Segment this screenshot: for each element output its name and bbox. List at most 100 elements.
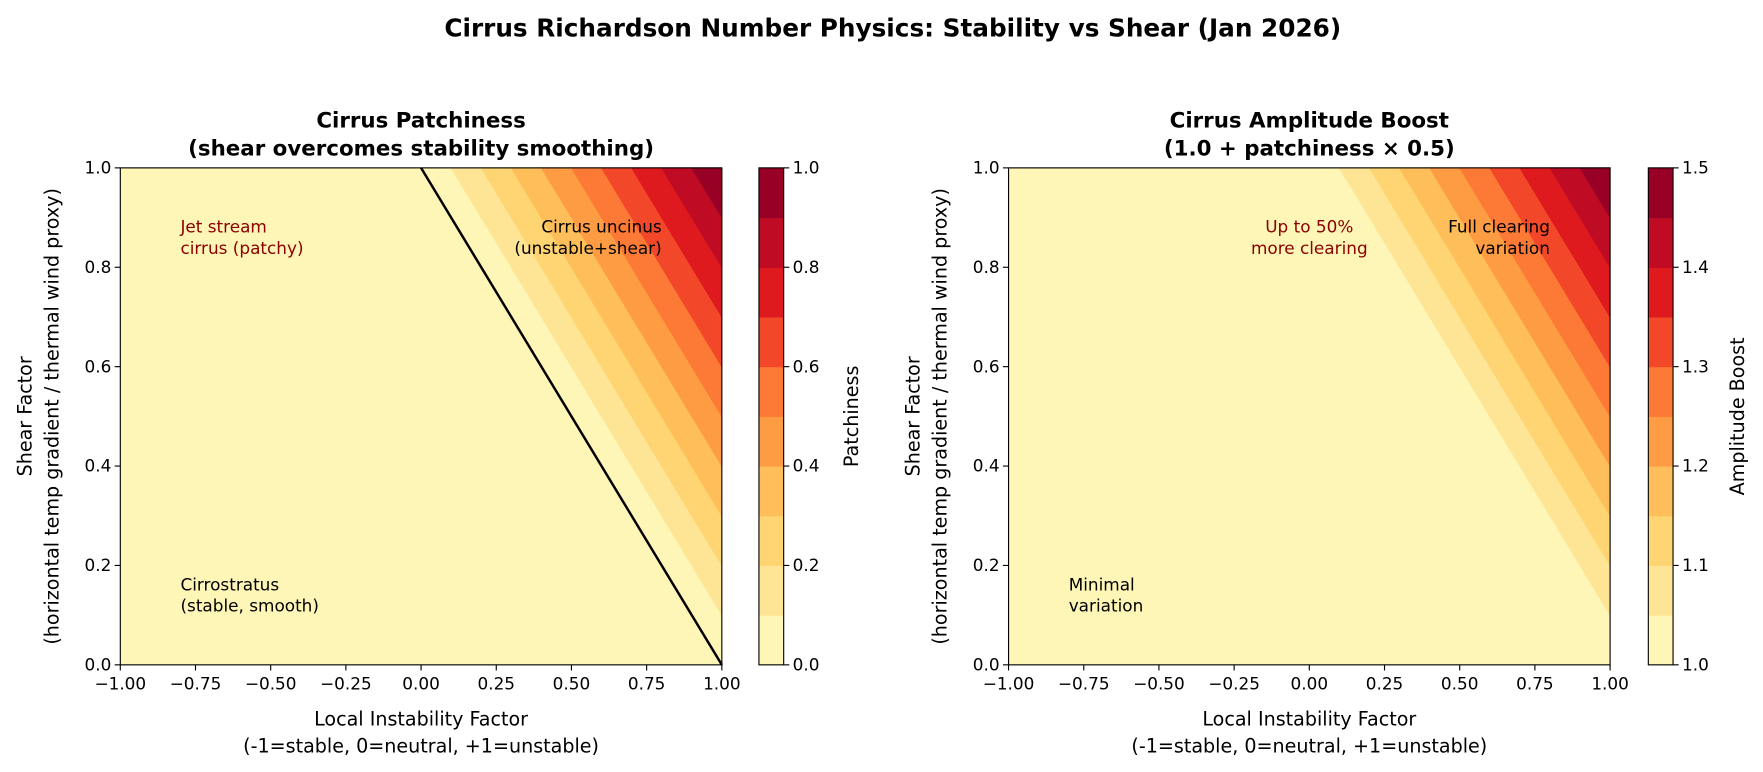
colorbar-band xyxy=(758,366,784,417)
y-tick-label: 0.8 xyxy=(973,257,1000,277)
x-tick-label: 0.75 xyxy=(628,674,666,694)
colorbar-band xyxy=(758,565,784,616)
x-tick-label: −0.75 xyxy=(1058,674,1110,694)
colorbar-tick-label: 1.0 xyxy=(793,157,820,177)
panel-title-line: Cirrus Amplitude Boost xyxy=(1170,108,1449,133)
x-tick-label: 0.25 xyxy=(477,674,515,694)
colorbar-band xyxy=(758,267,784,318)
x-axis-label: Local Instability Factor (-1=stable, 0=ne… xyxy=(1131,708,1487,758)
y-tick-label: 0.6 xyxy=(973,356,1000,376)
colorbar-band xyxy=(758,167,784,219)
annotation: Up to 50% more clearing xyxy=(1251,216,1368,257)
colorbar-label: Amplitude Boost xyxy=(1726,337,1749,495)
y-tick-label: 0.2 xyxy=(973,555,1000,575)
colorbar-band xyxy=(1648,466,1674,517)
y-tick-label: 1.0 xyxy=(973,157,1000,177)
annotation-line: Full clearing xyxy=(1448,216,1550,236)
colorbar-band xyxy=(1648,366,1674,417)
annotation: Cirrostratus (stable, smooth) xyxy=(180,574,319,615)
x-tick-label: 0.00 xyxy=(1291,674,1329,694)
x-tick-label: 0.00 xyxy=(402,674,440,694)
annotation-line: cirrus (patchy) xyxy=(180,238,303,258)
annotation: Full clearing variation xyxy=(1448,216,1550,257)
colorbar-label: Patchiness xyxy=(840,366,863,468)
x-axis-label-line: Local Instability Factor xyxy=(1202,708,1416,731)
y-tick-label: 0.8 xyxy=(84,257,111,277)
colorbar-tick-label: 1.2 xyxy=(1682,456,1709,476)
colorbar-band xyxy=(758,217,784,268)
y-axis-label-line: (horizontal temp gradient / thermal wind… xyxy=(40,188,63,645)
colorbar-tick-label: 0.4 xyxy=(793,456,820,476)
annotation-line: variation xyxy=(1069,596,1144,616)
colorbar-band xyxy=(1648,565,1674,616)
x-tick-label: 0.50 xyxy=(1441,674,1479,694)
colorbar-tick-label: 0.6 xyxy=(793,356,820,376)
x-axis-label-line: Local Instability Factor xyxy=(314,708,528,731)
annotation: Cirrus uncinus (unstable+shear) xyxy=(514,216,661,257)
colorbar-band xyxy=(758,615,784,666)
colorbar-band xyxy=(1648,267,1674,318)
panel-title: Cirrus Patchiness (shear overcomes stabil… xyxy=(188,108,654,161)
annotation-line: variation xyxy=(1475,238,1550,258)
colorbar-band xyxy=(1648,316,1674,368)
annotation-line: more clearing xyxy=(1251,238,1368,258)
y-tick-label: 0.2 xyxy=(84,555,111,575)
colorbar-tick-label: 1.1 xyxy=(1682,555,1709,575)
colorbar-band xyxy=(758,316,784,368)
colorbar-band xyxy=(758,466,784,517)
x-tick-label: −0.75 xyxy=(170,674,222,694)
y-tick-label: 1.0 xyxy=(84,157,111,177)
colorbar-band xyxy=(1648,416,1674,467)
y-tick-label: 0.4 xyxy=(84,456,111,476)
colorbar-tick-label: 0.0 xyxy=(793,654,820,674)
x-tick-label: −1.00 xyxy=(94,674,146,694)
panel-title: Cirrus Amplitude Boost (1.0 + patchiness … xyxy=(1164,108,1455,161)
colorbar-band xyxy=(1648,515,1674,567)
x-tick-label: −1.00 xyxy=(983,674,1035,694)
colorbar-band xyxy=(1648,615,1674,666)
y-axis-label-line: (horizontal temp gradient / thermal wind… xyxy=(929,188,952,645)
y-tick-label: 0.0 xyxy=(973,654,1000,674)
x-tick-label: 1.00 xyxy=(1591,674,1629,694)
x-axis-label-line: (-1=stable, 0=neutral, +1=unstable) xyxy=(1131,735,1487,758)
colorbar-band xyxy=(1648,217,1674,268)
annotation-line: (unstable+shear) xyxy=(514,238,661,258)
y-axis-label: Shear Factor (horizontal temp gradient / … xyxy=(902,188,952,645)
colorbar-frame xyxy=(1647,167,1674,666)
y-axis-label: Shear Factor (horizontal temp gradient / … xyxy=(13,188,63,645)
x-tick-label: 1.00 xyxy=(703,674,741,694)
colorbar-tick-label: 1.0 xyxy=(1682,654,1709,674)
colorbar-tick-label: 1.5 xyxy=(1682,157,1709,177)
x-tick-label: 0.75 xyxy=(1516,674,1554,694)
annotation-line: Cirrostratus xyxy=(180,574,279,594)
annotation-line: Cirrus uncinus xyxy=(541,216,661,236)
panel-title-line: (1.0 + patchiness × 0.5) xyxy=(1164,137,1455,162)
x-tick-label: −0.25 xyxy=(320,674,372,694)
colorbar-band xyxy=(1648,167,1674,219)
y-tick-label: 0.6 xyxy=(84,356,111,376)
x-tick-label: −0.50 xyxy=(245,674,297,694)
colorbar-band xyxy=(758,416,784,467)
annotation: Minimal variation xyxy=(1069,574,1144,615)
figure-title: Cirrus Richardson Number Physics: Stabil… xyxy=(444,13,1341,42)
x-tick-label: 0.25 xyxy=(1366,674,1404,694)
y-tick-label: 0.4 xyxy=(973,456,1000,476)
boundary-line xyxy=(420,167,723,666)
colorbar-band xyxy=(758,515,784,567)
panel-title-line: (shear overcomes stability smoothing) xyxy=(188,137,654,162)
colorbar-tick-label: 1.3 xyxy=(1682,356,1709,376)
colorbar-frame xyxy=(758,167,785,666)
x-axis-label-line: (-1=stable, 0=neutral, +1=unstable) xyxy=(243,735,599,758)
panel-title-line: Cirrus Patchiness xyxy=(316,108,525,133)
y-axis-label-line: Shear Factor xyxy=(13,356,36,476)
y-tick-label: 0.0 xyxy=(84,654,111,674)
annotation-line: Up to 50% xyxy=(1265,216,1353,236)
annotation-line: (stable, smooth) xyxy=(180,596,319,616)
x-tick-label: 0.50 xyxy=(553,674,591,694)
x-tick-label: −0.50 xyxy=(1133,674,1185,694)
annotation-line: Jet stream xyxy=(179,216,266,236)
colorbar-tick-label: 1.4 xyxy=(1682,257,1709,277)
annotation: Jet stream cirrus (patchy) xyxy=(179,216,303,257)
